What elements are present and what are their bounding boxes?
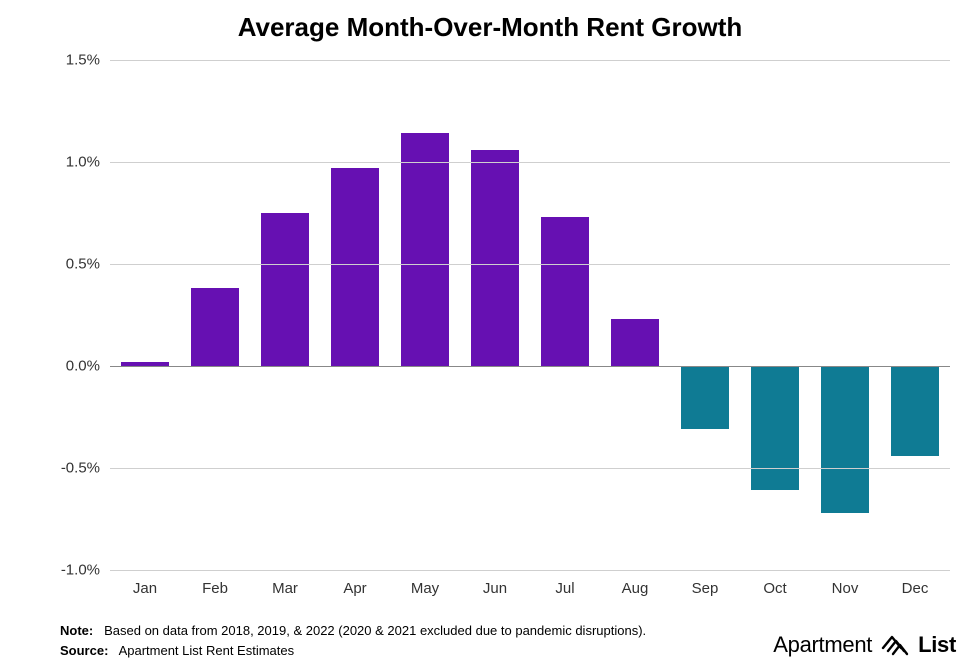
footer-note: Note: Based on data from 2018, 2019, & 2… <box>60 621 646 641</box>
gridline <box>110 162 950 163</box>
footer-source: Source: Apartment List Rent Estimates <box>60 641 646 661</box>
plot-area <box>110 60 950 570</box>
bar <box>611 319 659 366</box>
bar <box>891 366 939 456</box>
x-tick-label: Aug <box>622 580 649 597</box>
logo-word-2: List <box>918 632 956 657</box>
bars-layer <box>110 60 950 570</box>
bar <box>331 168 379 366</box>
y-tick-label: 0.0% <box>40 358 100 375</box>
bar <box>751 366 799 490</box>
bar <box>471 150 519 366</box>
bar <box>541 217 589 366</box>
source-text: Apartment List Rent Estimates <box>119 643 295 658</box>
bar <box>191 288 239 366</box>
list-logo-icon <box>878 628 912 662</box>
x-tick-label: Dec <box>902 580 929 597</box>
chart-title: Average Month-Over-Month Rent Growth <box>0 12 980 43</box>
x-tick-label: May <box>411 580 439 597</box>
y-tick-label: -1.0% <box>40 562 100 579</box>
gridline <box>110 366 950 367</box>
y-tick-label: -0.5% <box>40 460 100 477</box>
chart-footer: Note: Based on data from 2018, 2019, & 2… <box>60 621 646 660</box>
x-tick-label: Jul <box>555 580 574 597</box>
x-tick-label: Mar <box>272 580 298 597</box>
source-label: Source: <box>60 643 108 658</box>
bar <box>821 366 869 513</box>
x-tick-label: Nov <box>832 580 859 597</box>
y-tick-label: 1.5% <box>40 52 100 69</box>
gridline <box>110 468 950 469</box>
x-tick-label: Jan <box>133 580 157 597</box>
bar <box>401 133 449 366</box>
logo-text-2: List <box>918 632 956 658</box>
bar <box>681 366 729 429</box>
brand-logo: Apartment List <box>773 628 956 662</box>
gridline <box>110 570 950 571</box>
note-text: Based on data from 2018, 2019, & 2022 (2… <box>104 623 646 638</box>
gridline <box>110 264 950 265</box>
x-tick-label: Sep <box>692 580 719 597</box>
logo-word-1: Apartment <box>773 632 872 657</box>
y-tick-label: 0.5% <box>40 256 100 273</box>
bar <box>261 213 309 366</box>
y-tick-label: 1.0% <box>40 154 100 171</box>
chart-container: Average Month-Over-Month Rent Growth -1.… <box>0 0 980 672</box>
note-label: Note: <box>60 623 93 638</box>
x-tick-label: Apr <box>343 580 366 597</box>
x-tick-label: Oct <box>763 580 786 597</box>
x-tick-label: Jun <box>483 580 507 597</box>
gridline <box>110 60 950 61</box>
logo-text: Apartment <box>773 632 872 658</box>
x-tick-label: Feb <box>202 580 228 597</box>
